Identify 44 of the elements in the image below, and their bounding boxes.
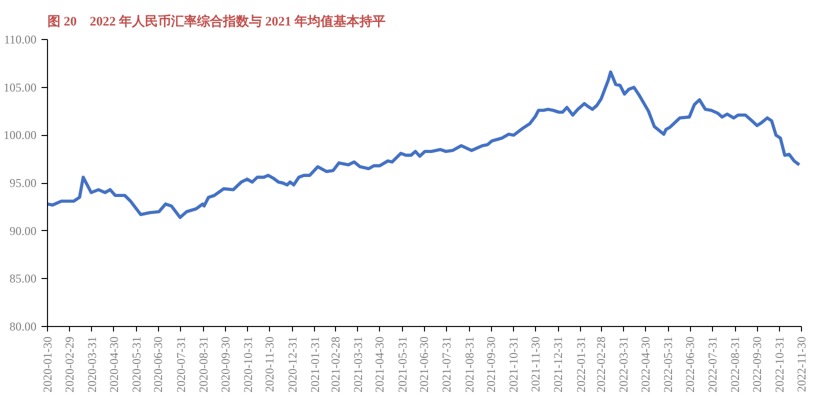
y-tick-label: 100.00 bbox=[4, 128, 36, 142]
y-tick-label: 90.00 bbox=[10, 224, 36, 238]
x-tick-label: 2022-07-31 bbox=[706, 336, 720, 392]
x-tick-label: 2021-08-31 bbox=[462, 336, 476, 392]
x-tick-label: 2020-01-30 bbox=[40, 336, 54, 392]
x-tick-label: 2022-08-31 bbox=[728, 336, 742, 392]
x-tick-label: 2021-04-30 bbox=[372, 336, 387, 392]
x-tick-label: 2021-06-30 bbox=[417, 336, 432, 392]
y-tick-label: 80.00 bbox=[10, 320, 36, 334]
x-tick-label: 2020-08-31 bbox=[196, 336, 210, 392]
x-tick-label: 2022-09-30 bbox=[750, 336, 764, 392]
x-tick-label: 2021-07-31 bbox=[440, 336, 454, 392]
x-tick-label: 2020-11-30 bbox=[262, 336, 277, 392]
x-tick-label: 2021-02-28 bbox=[328, 336, 342, 392]
y-tick-label: 95.00 bbox=[10, 176, 36, 190]
x-tick-label: 2022-01-31 bbox=[574, 336, 588, 392]
x-tick-label: 2022-02-28 bbox=[594, 336, 608, 392]
x-tick-label: 2022-04-30 bbox=[638, 336, 653, 392]
x-tick-label: 2020-03-31 bbox=[84, 336, 99, 392]
x-tick-label: 2021-10-31 bbox=[506, 336, 521, 392]
x-tick-label: 2022-10-31 bbox=[772, 336, 787, 392]
x-tick-label: 2022-03-31 bbox=[616, 336, 631, 392]
x-tick-label: 2022-06-30 bbox=[683, 336, 698, 392]
x-tick-label: 2020-04-30 bbox=[106, 336, 121, 392]
chart-title: 图 20 2022 年人民币汇率综合指数与 2021 年均值基本持平 bbox=[48, 14, 386, 28]
x-tick-label: 2022-05-31 bbox=[661, 336, 676, 392]
x-tick-label: 2021-11-30 bbox=[528, 336, 543, 392]
x-tick-label: 2021-05-31 bbox=[395, 336, 410, 392]
x-tick-label: 2020-05-31 bbox=[129, 336, 144, 392]
x-tick-label: 2020-12-31 bbox=[285, 336, 300, 392]
y-tick-label: 105.00 bbox=[4, 80, 36, 94]
x-tick-label: 2020-02-29 bbox=[62, 336, 76, 392]
x-tick-label: 2021-03-31 bbox=[350, 336, 365, 392]
x-tick-label: 2020-06-30 bbox=[151, 336, 166, 392]
line-series bbox=[48, 70, 801, 220]
x-tick-label: 2021-09-30 bbox=[484, 336, 498, 392]
x-tick-label: 2022-11-30 bbox=[794, 336, 808, 392]
y-tick-label: 110.00 bbox=[4, 32, 37, 46]
x-tick-label: 2021-01-31 bbox=[308, 336, 322, 392]
x-tick-label: 2020-10-31 bbox=[240, 336, 255, 392]
x-tick-label: 2020-09-30 bbox=[218, 336, 232, 392]
x-tick-label: 2021-12-31 bbox=[551, 336, 566, 392]
y-tick-label: 85.00 bbox=[10, 272, 36, 286]
x-tick-label: 2020-07-31 bbox=[174, 336, 188, 392]
